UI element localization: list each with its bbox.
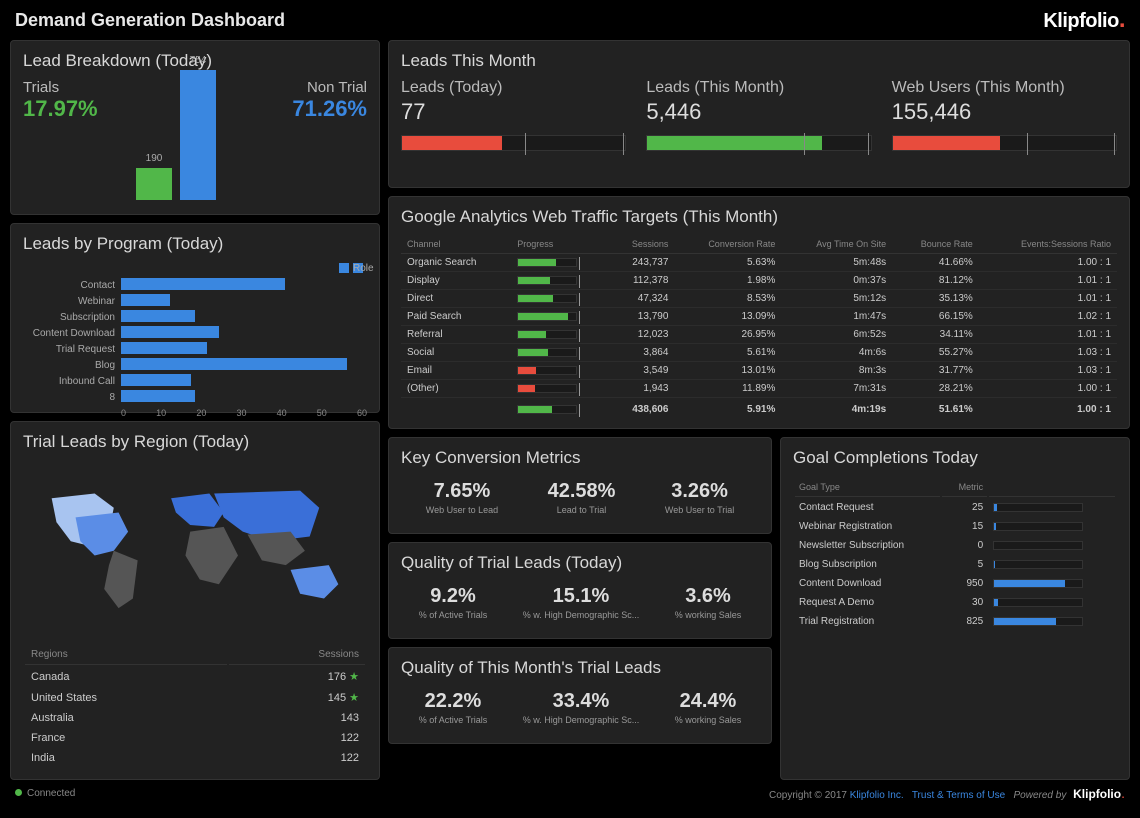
dashboard-title: Demand Generation Dashboard <box>15 10 285 31</box>
metric-value: 155,446 <box>892 99 1117 125</box>
table-row[interactable]: Request A Demo30 <box>795 594 1115 611</box>
progress-bar <box>892 135 1117 151</box>
table-row[interactable]: Canada176 ★ <box>25 667 365 686</box>
table-row[interactable]: Webinar Registration15 <box>795 518 1115 535</box>
goal-table: Goal TypeMetric Contact Request25Webinar… <box>793 476 1117 632</box>
program-bar <box>121 358 347 370</box>
program-bar <box>121 278 285 290</box>
legend: Role <box>23 262 367 274</box>
table-row[interactable]: Paid Search13,79013.09%1m:47s66.15%1.02 … <box>401 308 1117 326</box>
quality-trial-month-panel: Quality of This Month's Trial Leads 22.2… <box>388 647 772 744</box>
program-bar <box>121 342 207 354</box>
trial-leads-region-panel: Trial Leads by Region (Today) RegionsSes… <box>10 421 380 780</box>
panel-title: Trial Leads by Region (Today) <box>23 432 367 452</box>
company-link[interactable]: Klipfolio Inc. <box>850 790 904 801</box>
metric: 22.2%% of Active Trials <box>419 690 488 725</box>
panel-title: Quality of Trial Leads (Today) <box>401 553 759 573</box>
program-bar <box>121 374 191 386</box>
lead-breakdown-chart: 190 754 <box>106 70 246 200</box>
key-conversion-panel: Key Conversion Metrics 7.65%Web User to … <box>388 437 772 534</box>
metric-value: 77 <box>401 99 626 125</box>
program-bar <box>121 326 219 338</box>
y-axis-labels: ContactWebinarSubscriptionContent Downlo… <box>23 278 115 406</box>
table-row[interactable]: Blog Subscription5 <box>795 556 1115 573</box>
table-row[interactable]: France122 <box>25 729 365 747</box>
footer-credits: Copyright © 2017 Klipfolio Inc. Trust & … <box>769 785 1125 801</box>
trials-label: Trials <box>23 79 98 96</box>
progress-bar <box>401 135 626 151</box>
metric: 33.4%% w. High Demographic Sc... <box>523 690 640 725</box>
program-bar <box>121 310 195 322</box>
table-row[interactable]: United States145 ★ <box>25 688 365 707</box>
connection-status: Connected <box>15 788 75 799</box>
bars-container <box>121 278 367 406</box>
table-row[interactable]: Direct47,3248.53%5m:12s35.13%1.01 : 1 <box>401 290 1117 308</box>
panel-title: Leads This Month <box>401 51 1117 71</box>
quality-trial-today-panel: Quality of Trial Leads (Today) 9.2%% of … <box>388 542 772 639</box>
region-table: RegionsSessions Canada176 ★United States… <box>23 643 367 769</box>
terms-link[interactable]: Trust & Terms of Use <box>912 790 1005 801</box>
metric: 3.6%% working Sales <box>675 585 742 620</box>
table-row[interactable]: Newsletter Subscription0 <box>795 537 1115 554</box>
table-row[interactable]: Australia143 <box>25 709 365 727</box>
table-row[interactable]: (Other)1,94311.89%7m:31s28.21%1.00 : 1 <box>401 380 1117 398</box>
table-row[interactable]: India122 <box>25 749 365 767</box>
trials-pct: 17.97% <box>23 96 98 122</box>
metric-label: Leads (Today) <box>401 79 626 97</box>
program-bar <box>121 294 170 306</box>
panel-title: Leads by Program (Today) <box>23 234 367 254</box>
panel-title: Google Analytics Web Traffic Targets (Th… <box>401 207 1117 227</box>
table-row[interactable]: Contact Request25 <box>795 499 1115 516</box>
metric: 3.26%Web User to Trial <box>665 480 734 515</box>
table-row[interactable]: Email3,54913.01%8m:3s31.77%1.03 : 1 <box>401 362 1117 380</box>
table-row[interactable]: Trial Registration825 <box>795 613 1115 630</box>
lead-breakdown-panel: Lead Breakdown (Today) Trials 17.97% Non… <box>10 40 380 215</box>
bar-trials: 190 <box>136 168 172 201</box>
leads-this-month-panel: Leads This Month Leads (Today) 77 Leads (T… <box>388 40 1130 188</box>
leads-by-program-panel: Leads by Program (Today) Role ContactWeb… <box>10 223 380 413</box>
table-row[interactable]: Social3,8645.61%4m:6s55.27%1.03 : 1 <box>401 344 1117 362</box>
metric: 42.58%Lead to Trial <box>548 480 616 515</box>
ga-targets-panel: Google Analytics Web Traffic Targets (Th… <box>388 196 1130 429</box>
x-axis: 0102030405060 <box>23 408 367 418</box>
panel-title: Key Conversion Metrics <box>401 448 759 468</box>
table-row[interactable]: Content Download950 <box>795 575 1115 592</box>
nontrial-label: Non Trial <box>292 79 367 96</box>
panel-title: Goal Completions Today <box>793 448 1117 468</box>
metric: 24.4%% working Sales <box>675 690 742 725</box>
table-row[interactable]: Organic Search243,7375.63%5m:48s41.66%1.… <box>401 254 1117 272</box>
metric: 9.2%% of Active Trials <box>419 585 488 620</box>
metric-value: 5,446 <box>646 99 871 125</box>
brand-logo: Klipfolio. <box>1043 6 1125 34</box>
table-row[interactable]: Display112,3781.98%0m:37s81.12%1.01 : 1 <box>401 272 1117 290</box>
program-bar <box>121 390 195 402</box>
world-map <box>23 466 367 626</box>
bar-nontrial: 754 <box>180 70 216 200</box>
metric-label: Web Users (This Month) <box>892 79 1117 97</box>
goal-completions-panel: Goal Completions Today Goal TypeMetric C… <box>780 437 1130 780</box>
panel-title: Quality of This Month's Trial Leads <box>401 658 759 678</box>
metric: 15.1%% w. High Demographic Sc... <box>523 585 640 620</box>
nontrial-pct: 71.26% <box>292 96 367 122</box>
metric-label: Leads (This Month) <box>646 79 871 97</box>
table-row[interactable]: Referral12,02326.95%6m:52s34.11%1.01 : 1 <box>401 326 1117 344</box>
progress-bar <box>646 135 871 151</box>
metric: 7.65%Web User to Lead <box>426 480 498 515</box>
ga-table: ChannelProgressSessionsConversion RateAv… <box>401 235 1117 418</box>
